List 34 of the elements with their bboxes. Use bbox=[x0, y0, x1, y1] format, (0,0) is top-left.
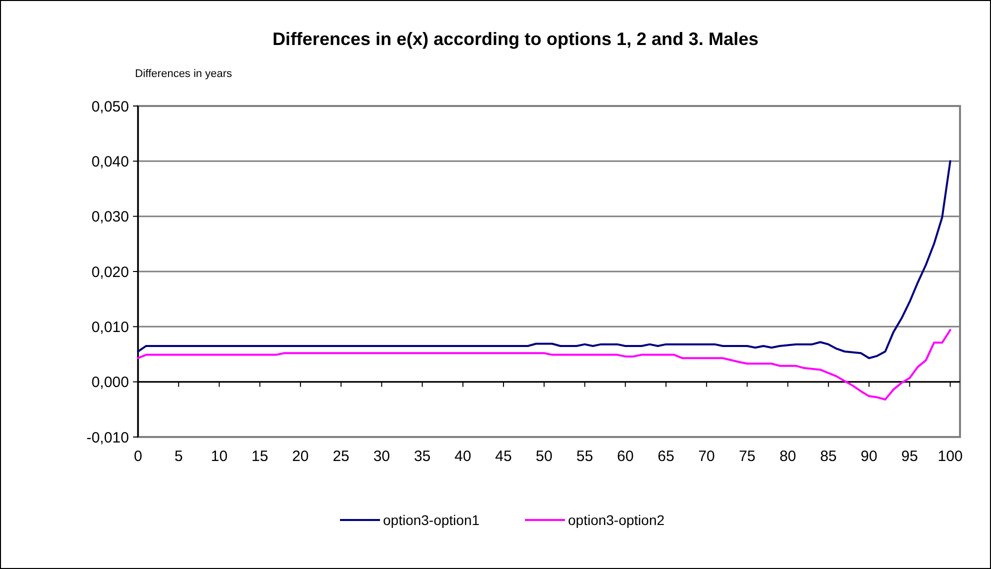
x-tick-label: 10 bbox=[210, 448, 228, 465]
legend-label: option3-option1 bbox=[383, 512, 480, 528]
x-tick-label: 70 bbox=[698, 448, 715, 465]
x-tick-label: 20 bbox=[292, 448, 309, 465]
y-tick-label: 0,030 bbox=[91, 208, 129, 226]
y-axis-title: Differences in years bbox=[135, 68, 233, 80]
x-tick-label: 65 bbox=[658, 448, 674, 465]
line-series bbox=[137, 160, 952, 360]
x-tick-label: 90 bbox=[860, 448, 878, 465]
x-tick-label: 40 bbox=[454, 448, 472, 465]
x-tick-label: 0 bbox=[134, 448, 142, 465]
x-tick-label: 45 bbox=[495, 448, 512, 465]
x-tick-label: 60 bbox=[617, 448, 634, 465]
y-tick-label: 0,000 bbox=[91, 374, 129, 392]
x-tick-label: 50 bbox=[536, 448, 552, 465]
x-tick-label: 95 bbox=[901, 448, 918, 465]
y-tick-label: 0,020 bbox=[91, 264, 129, 281]
x-tick-label: 80 bbox=[779, 448, 796, 465]
x-tick-label: 5 bbox=[174, 448, 183, 465]
y-tick-label: 0,040 bbox=[91, 153, 129, 170]
chart-title: Differences in e(x) according to options 1, 2 and 3. Males bbox=[272, 29, 759, 49]
x-tick-label: 55 bbox=[576, 448, 594, 465]
x-tick-label: 75 bbox=[738, 448, 756, 465]
y-tick-label: -0,010 bbox=[86, 429, 129, 446]
legend-label: option3-option2 bbox=[568, 512, 665, 528]
x-tick-label: 15 bbox=[251, 448, 268, 465]
x-tick-label: 35 bbox=[414, 448, 431, 465]
x-tick-label: 100 bbox=[938, 448, 963, 465]
x-tick-label: 85 bbox=[820, 448, 837, 465]
x-tick-label: 30 bbox=[373, 448, 390, 465]
line-series bbox=[137, 328, 952, 400]
y-tick-label: 0,050 bbox=[91, 98, 129, 116]
y-tick-label: 0,010 bbox=[91, 318, 129, 336]
x-tick-label: 25 bbox=[332, 448, 350, 465]
